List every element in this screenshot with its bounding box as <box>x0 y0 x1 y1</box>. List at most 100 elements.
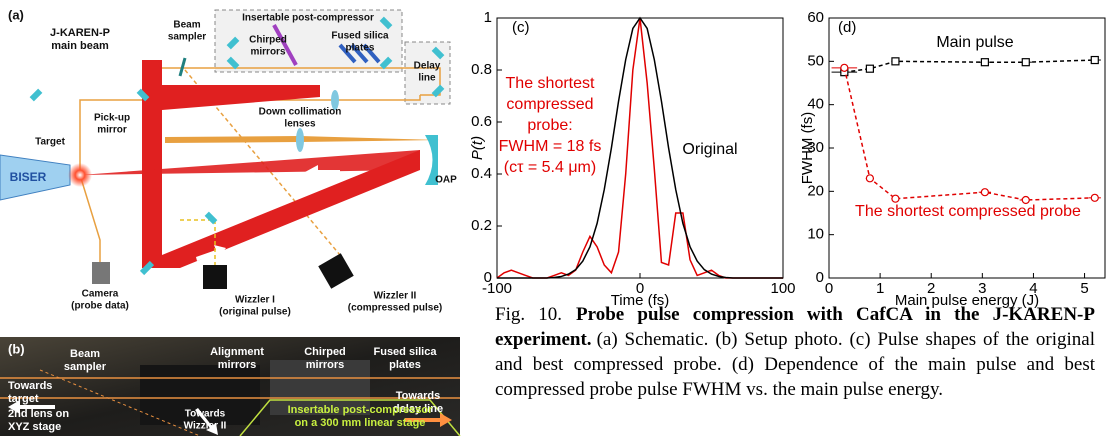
label: Insertable post-compressor <box>288 404 434 416</box>
label: Pick-up <box>94 113 130 124</box>
label: mirrors <box>250 47 285 58</box>
marker <box>891 194 900 203</box>
y-tick-label: 0 <box>484 269 492 286</box>
x-tick-label: 0 <box>636 280 644 297</box>
oap <box>425 135 438 185</box>
caption: Fig. 10. Probe pulse compression with Caf… <box>495 302 1095 402</box>
label: on a 300 mm linear stage <box>295 417 426 429</box>
target-glow <box>68 163 92 187</box>
panel-label: (d) <box>838 19 856 36</box>
y-tick-label: 30 <box>807 139 824 156</box>
x-tick-label: 0 <box>825 280 833 297</box>
series-label: The shortest compressed probe <box>855 203 1081 220</box>
beam-sampler <box>178 57 187 77</box>
wizzler <box>203 265 227 289</box>
arrow <box>8 400 55 414</box>
x-tick-label: 1 <box>876 280 884 297</box>
label: Down collimation <box>259 107 342 118</box>
x-axis-label: Time (fs) <box>611 292 670 309</box>
arrow <box>195 408 218 435</box>
label: Towards <box>185 409 226 420</box>
x-tick-label: 5 <box>1080 280 1088 297</box>
label: Fused silica <box>374 346 438 358</box>
label: J-KAREN-P <box>50 27 110 39</box>
y-tick-label: 20 <box>807 182 824 199</box>
marker <box>1021 195 1030 205</box>
arrow <box>305 165 340 179</box>
mirrors <box>29 16 445 276</box>
x-tick-label: 4 <box>1029 280 1037 297</box>
x-tick-label: -100 <box>482 280 512 297</box>
marker <box>1090 55 1099 65</box>
marker <box>891 57 900 66</box>
lens <box>296 128 304 152</box>
delay-line-box <box>404 41 451 105</box>
plot-frame <box>828 17 1106 279</box>
series-line <box>843 67 1095 201</box>
beam-line <box>39 369 201 436</box>
label: BISER <box>10 170 47 184</box>
label: (probe data) <box>71 301 129 312</box>
label: Towards <box>396 390 440 402</box>
post-compressor-box <box>214 9 403 73</box>
x-tick-label: 100 <box>770 280 795 297</box>
wizzler <box>318 253 354 289</box>
y-tick-label: 60 <box>807 9 824 26</box>
label: OAP <box>435 175 457 186</box>
series-label: Main pulse <box>936 34 1013 51</box>
label: sampler <box>168 32 206 43</box>
y-axis-label: P(t) <box>469 136 486 160</box>
label: plates <box>346 43 375 54</box>
label: Alignment <box>210 346 264 358</box>
label: Wizzler II <box>374 291 417 302</box>
marker <box>865 174 874 183</box>
panel-label: (c) <box>512 19 530 36</box>
photo <box>0 337 461 436</box>
label: (original pulse) <box>219 307 291 318</box>
label: Beam <box>70 348 100 360</box>
chirped-mirror <box>272 24 298 66</box>
annotation: compressed <box>506 96 593 113</box>
label: main beam <box>51 40 109 52</box>
series-line <box>497 16 783 279</box>
schematic <box>0 9 451 289</box>
x-tick-label: 3 <box>978 280 986 297</box>
silica-plates <box>338 43 381 64</box>
series-label: Original <box>682 141 737 158</box>
y-tick-label: 40 <box>807 96 824 113</box>
y-tick-label: 10 <box>807 226 824 243</box>
marker <box>980 188 989 197</box>
annotation: (cτ = 5.4 μm) <box>504 159 596 176</box>
marker <box>840 63 849 72</box>
annotation: The shortest <box>506 75 595 92</box>
marker <box>865 64 874 73</box>
annotation: probe: <box>527 117 572 134</box>
y-axis-label: FWHM (fs) <box>799 112 816 184</box>
label: (compressed pulse) <box>348 303 442 314</box>
probe-path <box>79 174 101 262</box>
label: Fused silica <box>331 31 389 42</box>
label: mirrors <box>306 359 345 371</box>
marker <box>1021 58 1030 67</box>
main-beam <box>162 85 320 110</box>
x-tick-label: 2 <box>927 280 935 297</box>
focused-beam <box>80 150 420 175</box>
lens <box>331 90 339 110</box>
y-tick-label: 0.2 <box>471 217 492 234</box>
photo-labels: (b) BeamsamplerAlignmentmirrorsChirpedmir… <box>8 341 443 432</box>
label: Wizzler II <box>184 421 227 432</box>
label: Delay <box>414 61 441 72</box>
label: (a) <box>8 7 24 22</box>
y-tick-label: 0 <box>816 269 824 286</box>
marker <box>980 58 989 67</box>
y-tick-label: 0.6 <box>471 113 492 130</box>
y-tick-label: 0.8 <box>471 61 492 78</box>
y-tick-label: 50 <box>807 52 824 69</box>
label: Insertable post-compressor <box>242 13 374 24</box>
label: mirror <box>97 125 127 136</box>
label: lenses <box>284 119 316 130</box>
